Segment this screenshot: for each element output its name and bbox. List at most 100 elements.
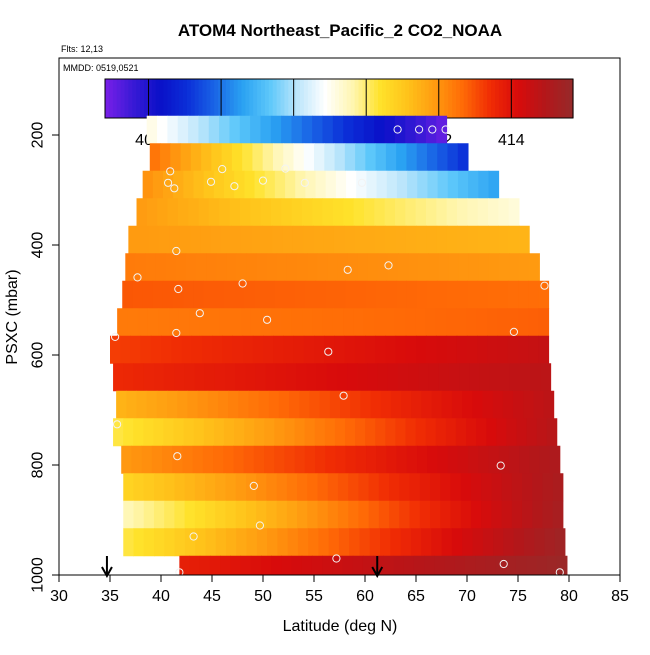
- colorbar-segment: [417, 79, 422, 118]
- heatmap-cell: [431, 528, 443, 557]
- heatmap-cell: [141, 445, 153, 474]
- heatmap-cell: [352, 555, 364, 576]
- heatmap-cell: [390, 390, 402, 419]
- heatmap-cell: [223, 418, 235, 447]
- heatmap-cell: [515, 555, 527, 576]
- heatmap-cell: [244, 170, 256, 199]
- heatmap-cell: [342, 555, 354, 576]
- heatmap-cell: [278, 390, 290, 419]
- heatmap-cell: [380, 528, 391, 557]
- heatmap-cell: [213, 170, 225, 199]
- heatmap-cell: [183, 418, 195, 447]
- heatmap-cell: [215, 500, 226, 529]
- heatmap-cell: [419, 500, 431, 529]
- heatmap-cell: [294, 445, 306, 474]
- x-tick-label: 85: [611, 588, 629, 605]
- heatmap-cell: [521, 500, 533, 529]
- heatmap-cell: [126, 390, 137, 419]
- x-tick-label: 55: [305, 588, 323, 605]
- heatmap-cell: [429, 473, 441, 502]
- heatmap-cell: [436, 335, 448, 364]
- heatmap-cell: [409, 473, 421, 502]
- colorbar-segment: [471, 79, 477, 118]
- heatmap-cell: [355, 280, 367, 309]
- heatmap-cell: [477, 280, 489, 309]
- heatmap-cell: [346, 170, 357, 199]
- heatmap-cell: [518, 225, 530, 254]
- heatmap-cell: [162, 445, 173, 474]
- heatmap-cell: [425, 308, 437, 337]
- heatmap-cell: [343, 115, 355, 144]
- heatmap-cell: [258, 390, 270, 419]
- colorbar-segment: [537, 79, 543, 118]
- heatmap-cell: [271, 308, 282, 337]
- heatmap-cell: [123, 418, 134, 447]
- heatmap-cell: [194, 363, 206, 392]
- y-tick-label: 200: [30, 122, 47, 149]
- heatmap-cell: [196, 253, 207, 282]
- observation-point: [255, 521, 264, 530]
- heatmap-cell: [225, 500, 237, 529]
- heatmap-cell: [491, 473, 503, 502]
- heatmap-cell: [256, 500, 267, 529]
- heatmap-cell: [223, 445, 234, 474]
- heatmap-cell: [384, 198, 396, 227]
- heatmap-cell: [309, 390, 321, 419]
- heatmap-cell: [345, 445, 357, 474]
- heatmap-cell: [501, 500, 513, 529]
- heatmap-cell: [437, 445, 449, 474]
- heatmap-cell: [386, 170, 398, 199]
- heatmap-cell: [542, 500, 554, 529]
- colorbar-segment: [198, 79, 204, 118]
- heatmap-cell: [256, 528, 268, 557]
- observation-point: [509, 327, 519, 336]
- heatmap-cell: [277, 528, 289, 557]
- colorbar-segment: [401, 79, 406, 118]
- colorbar-segment: [175, 79, 180, 118]
- heatmap-cell: [481, 500, 492, 529]
- heatmap-cell: [304, 280, 316, 309]
- heatmap-cell: [286, 473, 298, 502]
- heatmap-cell: [363, 198, 375, 227]
- observation-point: [324, 347, 333, 356]
- heatmap-cell: [145, 253, 157, 282]
- x-tick-label: 30: [50, 588, 68, 605]
- heatmap-cell: [253, 445, 265, 474]
- heatmap-cell: [282, 225, 294, 254]
- heatmap-cell: [421, 390, 433, 419]
- colorbar-segment: [179, 79, 184, 118]
- heatmap-cell: [157, 115, 168, 144]
- colorbar-segment: [335, 79, 340, 118]
- colorbar-segment: [413, 79, 418, 118]
- heatmap-cell: [556, 555, 568, 576]
- heatmap-cell: [513, 528, 525, 557]
- heatmap-cell: [156, 390, 168, 419]
- colorbar-segment: [506, 79, 512, 118]
- heatmap-cell: [248, 390, 260, 419]
- observation-point: [133, 273, 142, 282]
- colorbar-segment: [459, 79, 465, 118]
- heatmap-cell: [478, 170, 489, 199]
- heatmap-cell: [375, 418, 386, 447]
- heatmap-cell: [511, 473, 523, 502]
- y-tick-label: 400: [30, 232, 47, 259]
- heatmap-cell: [213, 445, 224, 474]
- colorbar-segment: [452, 79, 457, 118]
- heatmap-cell: [177, 390, 188, 419]
- observation-point: [281, 164, 290, 173]
- observation-point: [384, 261, 393, 270]
- heatmap-cell: [132, 280, 144, 309]
- heatmap-cell: [544, 528, 556, 557]
- heatmap-cell: [123, 500, 134, 529]
- heatmap-cell: [385, 143, 397, 172]
- flights-label: Flts: 12,13: [61, 44, 103, 54]
- heatmap-cell: [507, 280, 519, 309]
- heatmap-cell: [215, 528, 227, 557]
- heatmap-cell: [325, 445, 336, 474]
- heatmap-cell: [334, 418, 346, 447]
- heatmap-cell: [213, 280, 225, 309]
- heatmap-cell: [501, 473, 513, 502]
- heatmap-cell: [154, 528, 165, 557]
- heatmap-cell: [276, 500, 288, 529]
- heatmap-cell: [241, 225, 253, 254]
